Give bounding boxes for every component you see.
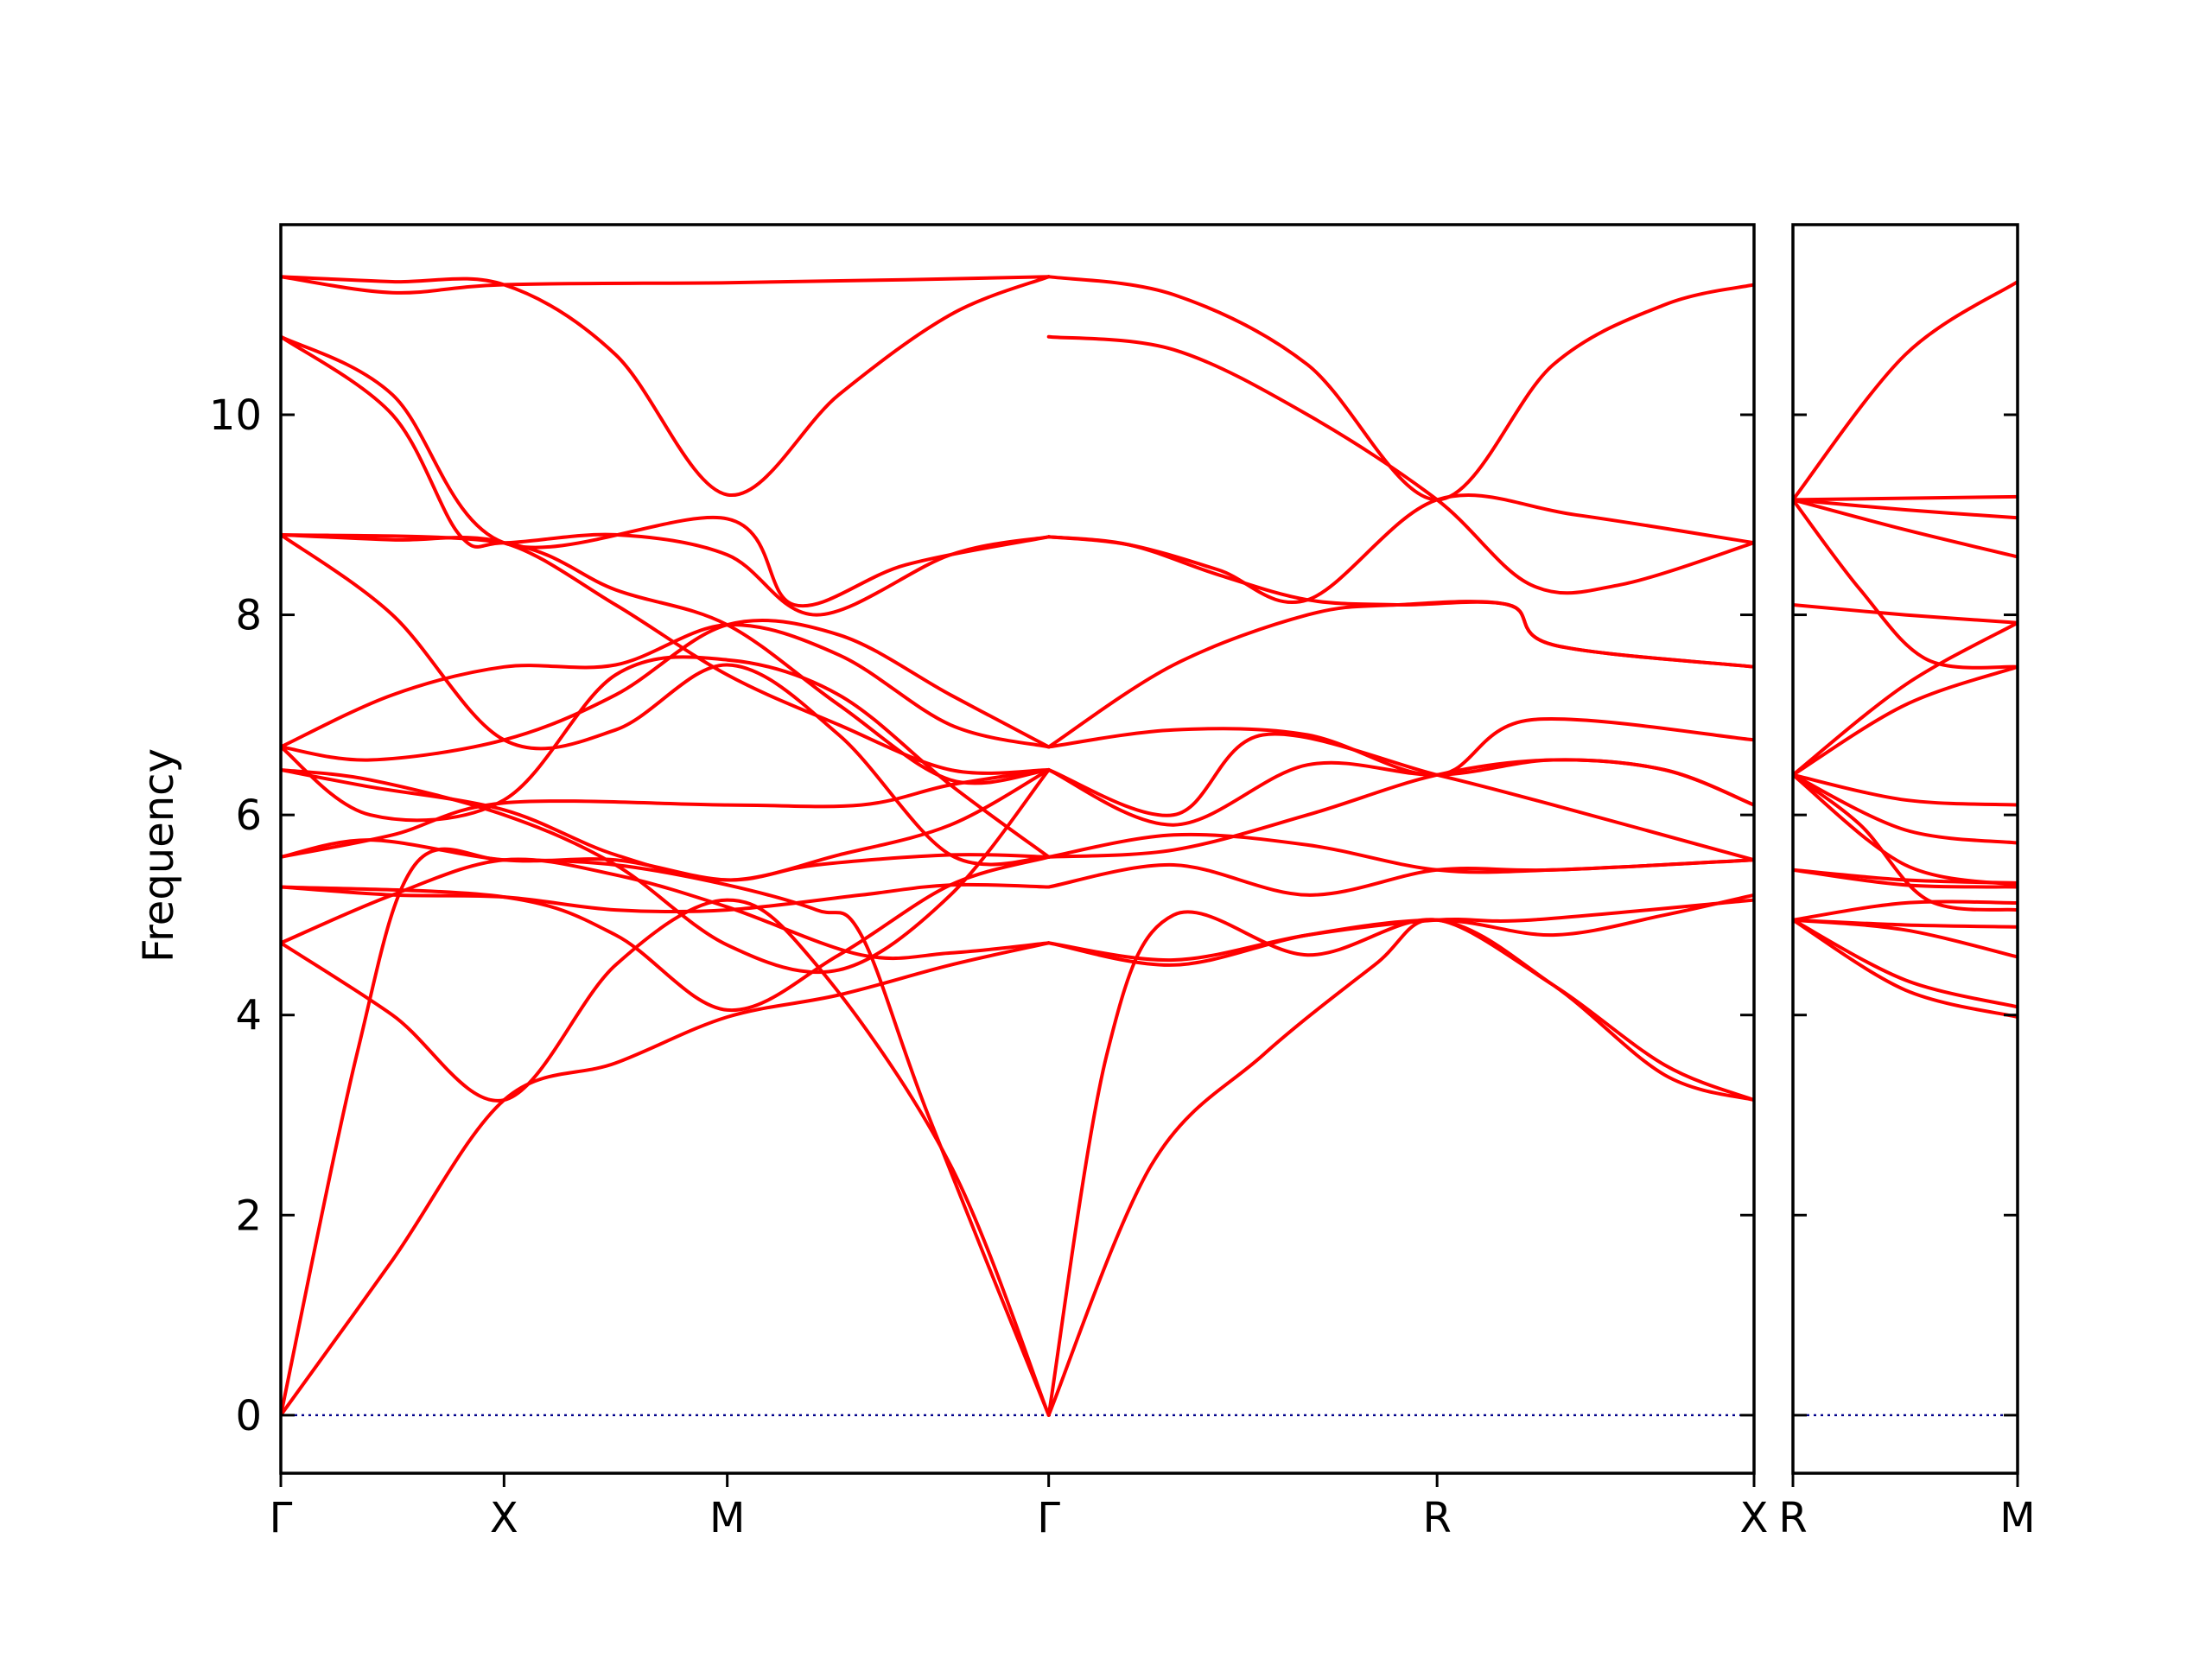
band-line-1-34 [1046,910,1754,1417]
band-line-2-19 [1793,918,2018,1019]
band-line-2-10 [1793,772,2018,845]
y-tick-label: 8 [235,592,262,640]
band-line-1-33 [1046,898,1754,963]
band-line-1-22 [1046,334,1754,595]
x-tick-label: X [1740,1494,1769,1542]
x-tick-label: R [1778,1494,1807,1542]
band-line-1-29 [1046,758,1754,859]
band-line-2-1 [1793,280,2018,502]
band-line-1-2 [281,847,1051,1417]
band-line-1-17 [281,334,1051,608]
band-line-1-1 [281,941,1051,1417]
band-line-2-15 [1793,899,2018,922]
band-lines [1793,280,2018,1019]
band-line-1-3 [281,898,1051,1417]
band-line-1-12 [281,623,1051,749]
y-tick-label: 4 [235,992,262,1040]
plot-frame [279,223,1756,1475]
band-line-2-7 [1793,620,2018,777]
band-line-1-35 [1046,918,1754,1417]
band-lines [281,275,1754,1417]
band-line-1-9 [281,768,1051,882]
band-line-1-31 [1046,858,1754,897]
band-line-1-13 [281,655,1051,859]
band-line-2-8 [1793,664,2018,777]
band-line-1-4 [281,855,1051,1012]
band-line-1-23 [1046,493,1754,605]
x-tick-label: R [1422,1494,1451,1542]
y-tick-label: 2 [235,1192,262,1240]
band-line-1-6 [281,882,1051,914]
band-line-1-21 [1046,275,1754,502]
band-line-2-14 [1793,868,2018,889]
x-tick-label: X [490,1494,518,1542]
band-line-1-24 [1046,535,1754,669]
band-line-1-25 [1046,600,1754,749]
band-line-1-5 [281,857,1051,961]
x-tick-label: Γ [1037,1494,1060,1542]
band-line-1-8 [281,768,1051,859]
band-line-1-10 [281,768,1051,975]
band-line-2-17 [1793,918,2018,959]
band-line-1-18 [281,334,1051,617]
band-line-1-28 [1046,732,1754,862]
band-line-2-6 [1793,603,2018,625]
y-tick-label: 10 [209,391,262,440]
y-tick-label: 6 [235,791,262,840]
band-line-2-5 [1793,498,2018,670]
band-line-2-9 [1793,772,2018,807]
band-line-1-26 [1046,717,1754,777]
x-tick-label: M [1999,1494,2035,1542]
band-line-1-15 [281,532,1051,775]
band-line-1-11 [281,618,1051,762]
y-axis-title: Frequency [135,748,183,963]
band-line-2-3 [1793,498,2018,520]
band-line-2-18 [1793,918,2018,1009]
x-tick-label: Γ [270,1494,293,1542]
band-line-2-4 [1793,498,2018,559]
panel-1: 0 2 4 6 8 10 Γ X M Γ R X [209,223,1769,1542]
y-tick-label: 0 [235,1392,262,1440]
x-tick-label: M [709,1494,745,1542]
band-line-1-20 [281,275,1051,497]
band-line-1-19 [281,275,1051,295]
band-line-1-16 [281,532,1051,785]
band-line-1-14 [281,532,1051,867]
band-line-2-12 [1793,772,2018,912]
band-line-2-2 [1793,494,2018,502]
plot-frame [1791,223,2019,1475]
